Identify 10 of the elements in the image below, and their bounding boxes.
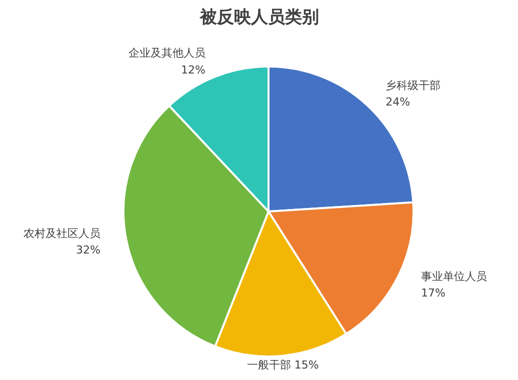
data-label: 32%	[76, 244, 100, 257]
slice-label: 一般干部 15%	[246, 358, 319, 372]
slice-label: 农村及社区人员	[23, 226, 100, 240]
chart-title: 被反映人员类别	[199, 8, 319, 28]
data-label: 12%	[181, 63, 206, 76]
data-label: 17%	[420, 286, 446, 300]
slice-label: 企业及其他人员	[128, 46, 206, 60]
slice-label: 事业单位人员	[420, 270, 487, 283]
data-label: 24%	[386, 96, 410, 109]
slice-label: 乡科级干部	[386, 78, 441, 92]
